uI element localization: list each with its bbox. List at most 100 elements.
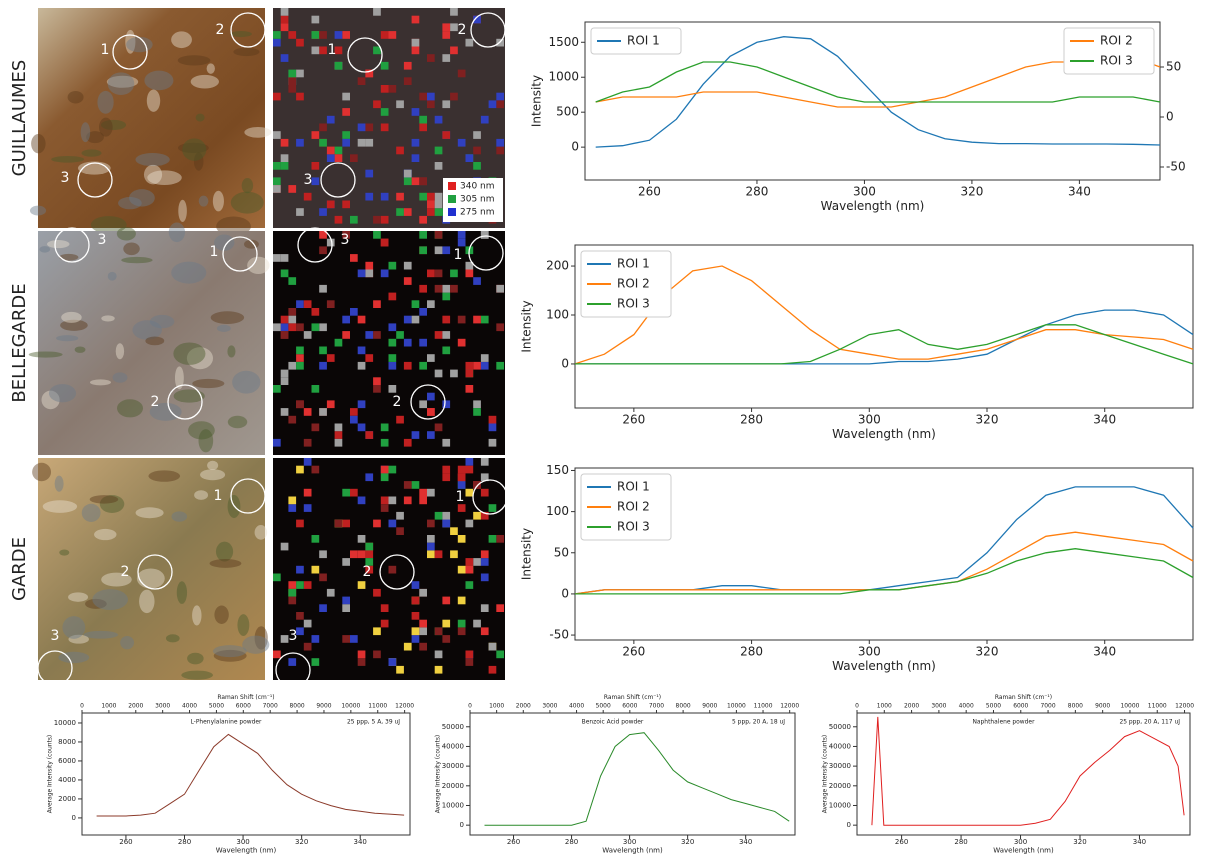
texture: [254, 525, 268, 540]
map-pixel: [280, 23, 289, 32]
texture: [94, 528, 117, 541]
texture: [177, 55, 211, 66]
map-pixel: [342, 108, 350, 116]
roi-circle: [410, 384, 446, 420]
map-pixel: [465, 385, 474, 393]
x2-tick-label: 5000: [596, 703, 611, 710]
texture: [210, 311, 245, 324]
map-pixel: [273, 177, 281, 186]
texture: [147, 170, 182, 186]
map-pixel: [357, 400, 366, 409]
x2-axis-label: Raman Shift (cm⁻¹): [995, 694, 1052, 701]
map-pixel: [380, 438, 389, 447]
map-pixel: [473, 162, 481, 170]
roi-label: 3: [98, 232, 107, 248]
roi-circle: [347, 37, 383, 73]
x-tick-label: 300: [858, 645, 881, 659]
legend-label: ROI 1: [617, 257, 650, 271]
map-pixel: [457, 504, 466, 512]
map-pixel: [326, 154, 335, 162]
map-pixel: [411, 177, 420, 186]
map-pixel: [273, 162, 281, 170]
texture: [213, 649, 247, 662]
map-pixel: [411, 635, 420, 643]
texture: [173, 342, 206, 365]
map-pixel: [473, 315, 481, 324]
map-pixel: [303, 331, 312, 339]
roi-label: 3: [304, 172, 313, 188]
texture: [254, 626, 268, 650]
texture: [81, 503, 101, 522]
x2-tick-label: 5000: [986, 703, 1001, 710]
texture: [194, 490, 209, 500]
row-label: BELLEGARDE: [9, 283, 30, 402]
map-pixel: [419, 284, 427, 293]
map-pixel: [396, 415, 404, 424]
map-pixel: [396, 100, 404, 109]
texture: [230, 191, 264, 214]
map-pixel: [411, 431, 420, 439]
map-pixel: [411, 138, 420, 147]
map-pixel: [319, 246, 327, 255]
map-pixel: [357, 77, 366, 85]
x2-tick-label: 10000: [727, 703, 746, 710]
texture: [192, 605, 202, 626]
map-pixel: [334, 423, 343, 432]
map-pixel: [319, 231, 327, 239]
map-pixel: [442, 596, 451, 605]
texture: [207, 460, 219, 471]
texture: [118, 196, 142, 210]
map-pixel: [288, 658, 297, 666]
texture: [237, 614, 250, 636]
map-pixel: [434, 650, 443, 659]
map-pixel: [427, 392, 435, 401]
texture: [188, 421, 215, 440]
legend-label: ROI 2: [617, 277, 650, 291]
x-tick-label: 280: [178, 838, 191, 846]
map-pixel: [342, 138, 350, 147]
texture: [117, 399, 143, 418]
map-pixel: [442, 635, 451, 643]
map-pixel: [373, 100, 381, 109]
map-pixel: [434, 192, 443, 201]
texture: [112, 372, 128, 383]
map-pixel: [373, 46, 381, 55]
map-pixel: [319, 361, 327, 370]
map-pixel: [365, 542, 374, 551]
map-pixel: [296, 138, 304, 147]
map-pixel: [419, 361, 427, 370]
x-tick-label: 260: [119, 838, 132, 846]
map-pixel: [480, 573, 489, 582]
map-pixel: [288, 496, 297, 505]
x2-tick-label: 0: [855, 703, 859, 710]
map-pixel: [288, 361, 297, 370]
map-pixel: [465, 658, 474, 666]
texture: [51, 155, 85, 163]
roi-label: 1: [456, 489, 465, 505]
map-pixel: [273, 323, 281, 332]
roi-label: 2: [121, 564, 130, 580]
map-pixel: [303, 408, 312, 416]
x2-tick-label: 3000: [542, 703, 557, 710]
texture: [227, 345, 236, 358]
map-pixel: [342, 92, 350, 101]
x2-tick-label: 10000: [1121, 703, 1140, 710]
map-pixel: [388, 565, 397, 574]
map-pixel: [296, 208, 304, 216]
x2-tick-label: 2000: [516, 703, 531, 710]
map-pixel: [403, 481, 412, 489]
map-pixel: [334, 154, 343, 162]
x2-tick-label: 12000: [780, 703, 799, 710]
map-pixel: [388, 292, 397, 301]
texture: [129, 189, 155, 207]
map-pixel: [465, 565, 474, 574]
map-pixel: [480, 604, 489, 612]
texture: [32, 462, 52, 482]
map-pixel: [434, 231, 443, 239]
x2-tick-label: 0: [80, 703, 84, 710]
map-pixel: [403, 169, 412, 178]
map-pixel: [365, 261, 374, 270]
texture: [61, 311, 82, 323]
map-pixel: [442, 284, 451, 293]
map-pixel: [480, 315, 489, 324]
